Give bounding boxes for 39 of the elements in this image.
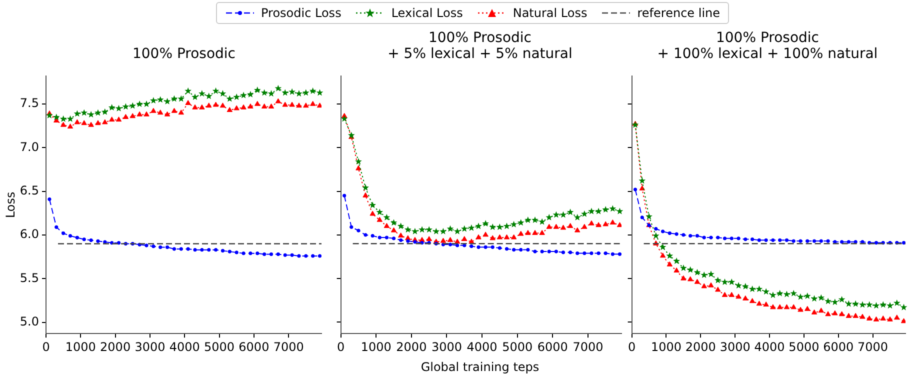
x-tick-label: 2000	[396, 340, 427, 354]
x-tick-label: 5000	[788, 340, 820, 354]
legend-label: Natural Loss	[512, 6, 588, 20]
x-tick-label: 0	[336, 340, 345, 354]
x-tick-label: 1000	[65, 340, 96, 354]
y-axis-title: Loss	[3, 192, 18, 218]
chart-title: 100% Prosodic + 100% lexical + 100% natural	[656, 30, 879, 62]
y-tick-label: 7.0	[20, 140, 39, 154]
x-tick-label: 7000	[572, 340, 604, 354]
x-tick-label: 4000	[169, 340, 200, 354]
x-tick-label: 4000	[466, 340, 498, 354]
x-tick-label: 2000	[685, 340, 716, 354]
x-tick-label: 7000	[273, 340, 304, 354]
x-tick-label: 3000	[431, 340, 462, 354]
chart-title: 100% Prosodic + 5% lexical + 5% natural	[386, 30, 574, 62]
x-tick-label: 5000	[502, 340, 533, 354]
x-tick-label: 5000	[204, 340, 235, 354]
y-tick-label: 6.0	[20, 227, 39, 242]
x-tick-label: 1000	[650, 340, 682, 354]
legend-label: Prosodic Loss	[261, 6, 342, 20]
y-tick-label: 5.5	[20, 270, 39, 285]
x-tick-label: 7000	[858, 340, 888, 354]
y-tick-label: 5.0	[20, 314, 39, 328]
x-tick-label: 4000	[754, 340, 785, 354]
x-tick-label: 6000	[537, 340, 568, 354]
x-tick-label: 1000	[360, 340, 392, 354]
x-tick-label: 2000	[100, 340, 131, 354]
x-tick-label: 0	[42, 340, 50, 354]
x-tick-label: 3000	[134, 340, 166, 354]
legend-label: reference line	[637, 6, 720, 20]
x-tick-label: 6000	[823, 340, 854, 354]
x-tick-label: 0	[628, 340, 636, 354]
chart-title: 100% Prosodic	[131, 46, 237, 62]
y-tick-label: 6.5	[20, 184, 39, 198]
legend-label: Lexical Loss	[391, 6, 463, 20]
x-tick-label: 3000	[720, 340, 750, 354]
x-tick-label: 6000	[238, 340, 270, 354]
y-tick-label: 7.5	[20, 96, 39, 110]
x-axis-title: Global training teps	[420, 360, 540, 374]
